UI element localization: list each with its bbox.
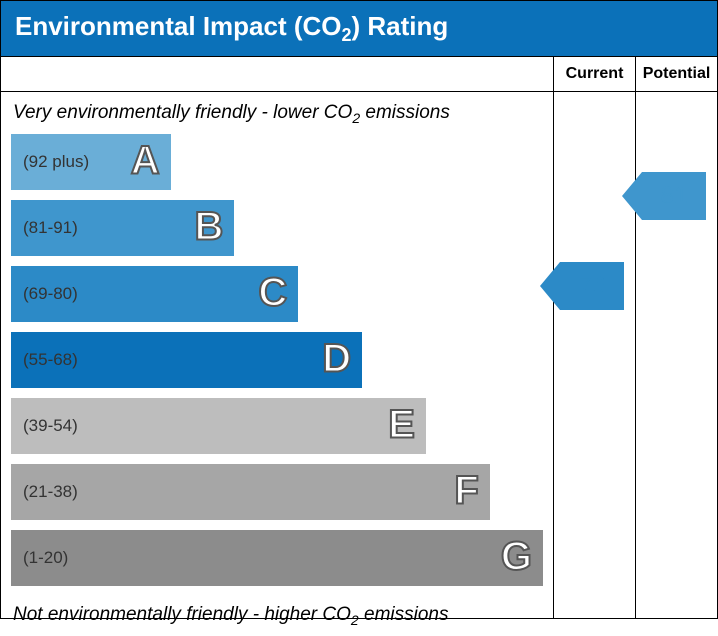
epc-chart: Environmental Impact (CO2) Rating Curren… [0,0,718,619]
band-row-g: (1-20) G [11,530,543,586]
title-suffix: ) Rating [352,11,449,41]
chart-body: Very environmentally friendly - lower CO… [1,92,717,618]
band-row-c: (69-80) C [11,266,543,322]
band-letter: A [131,139,161,184]
current-rating-arrow: 76 [560,262,624,310]
band-row-a: (92 plus) A [11,134,543,190]
band-row-d: (55-68) D [11,332,543,388]
column-header-potential: Potential [635,57,717,91]
band-range-label: (69-80) [11,284,78,304]
band-bar: (55-68) D [11,332,362,388]
column-header-row: Current Potential [1,57,717,92]
band-letter: E [388,403,416,448]
band-range-label: (92 plus) [11,152,89,172]
current-rating-column: 76 [553,92,635,618]
title-sub: 2 [342,25,352,45]
title-prefix: Environmental Impact (CO [15,11,342,41]
band-bar: (21-38) F [11,464,490,520]
band-row-e: (39-54) E [11,398,543,454]
bands-column: Very environmentally friendly - lower CO… [1,92,553,618]
band-bar: (39-54) E [11,398,426,454]
band-bar: (81-91) B [11,200,234,256]
band-bar: (69-80) C [11,266,298,322]
band-range-label: (21-38) [11,482,78,502]
band-range-label: (1-20) [11,548,68,568]
band-row-f: (21-38) F [11,464,543,520]
potential-rating-arrow: 81 [642,172,706,220]
band-letter: D [322,337,352,382]
header-spacer [1,57,553,91]
band-letter: C [258,271,288,316]
bands-holder: (92 plus) A (81-91) B (69-80) C (55-68) D (39-54… [11,134,543,586]
column-header-current: Current [553,57,635,91]
chart-title: Environmental Impact (CO2) Rating [1,1,717,57]
band-bar: (1-20) G [11,530,543,586]
caption-bottom: Not environmentally friendly - higher CO… [11,596,543,636]
potential-rating-column: 81 [635,92,717,618]
current-rating-arrow-value: 76 [560,262,624,310]
potential-rating-arrow-value: 81 [642,172,706,220]
band-row-b: (81-91) B [11,200,543,256]
band-letter: F [454,469,479,514]
caption-top: Very environmentally friendly - lower CO… [11,98,543,134]
band-bar: (92 plus) A [11,134,171,190]
band-range-label: (55-68) [11,350,78,370]
band-letter: G [501,535,533,580]
band-range-label: (39-54) [11,416,78,436]
band-letter: B [195,205,225,250]
band-range-label: (81-91) [11,218,78,238]
